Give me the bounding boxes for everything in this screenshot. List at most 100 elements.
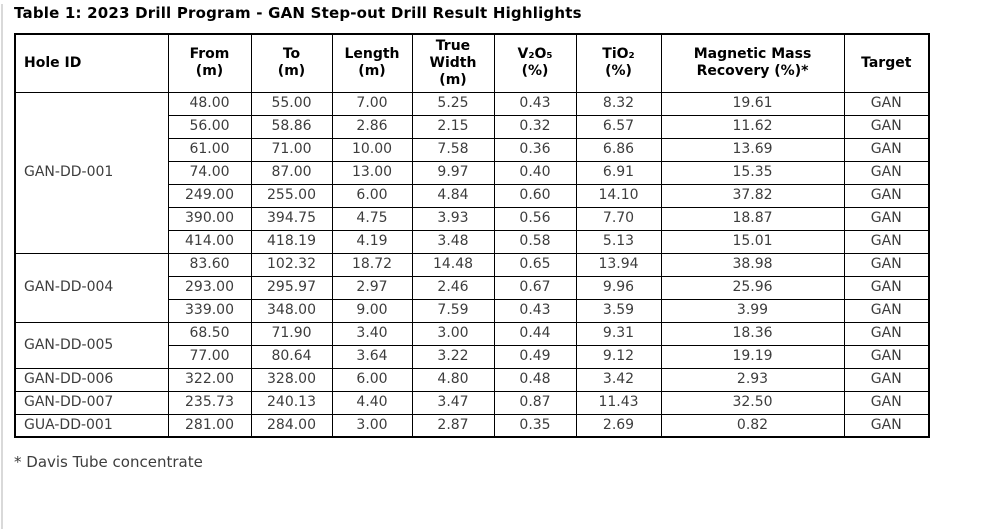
data-cell-true-width-m: 9.97 — [411, 160, 495, 185]
data-cell-length-m: 3.00 — [331, 413, 413, 438]
data-cell-from-m: 235.73 — [167, 390, 252, 415]
data-cell-from-m: 390.00 — [167, 206, 252, 231]
data-cell-magnetic-mass-recovery: 3.99 — [660, 298, 845, 323]
table-row: 74.00 87.00 13.00 9.97 0.40 6.91 15.35 GAN — [15, 160, 930, 185]
data-cell-v2o5-pct: 0.32 — [493, 114, 577, 139]
table-row: 61.00 71.00 10.00 7.58 0.36 6.86 13.69 GAN — [15, 137, 930, 162]
data-cell-to-m: 284.00 — [250, 413, 333, 438]
data-cell-to-m: 240.13 — [250, 390, 333, 415]
hole-id-cell: GAN-DD-004 — [14, 252, 169, 323]
data-cell-length-m: 3.40 — [331, 321, 413, 346]
data-cell-to-m: 418.19 — [250, 229, 333, 254]
data-cell-v2o5-pct: 0.49 — [493, 344, 577, 369]
data-cell-v2o5-pct: 0.36 — [493, 137, 577, 162]
data-cell-v2o5-pct: 0.67 — [493, 275, 577, 300]
data-cell-true-width-m: 3.47 — [411, 390, 495, 415]
data-cell-from-m: 249.00 — [167, 183, 252, 208]
data-cell-true-width-m: 14.48 — [411, 252, 495, 277]
data-cell-magnetic-mass-recovery: 15.01 — [660, 229, 845, 254]
data-cell-tio2-pct: 7.70 — [575, 206, 662, 231]
data-cell-magnetic-mass-recovery: 19.61 — [660, 91, 845, 116]
data-cell-true-width-m: 7.59 — [411, 298, 495, 323]
data-cell-true-width-m: 5.25 — [411, 91, 495, 116]
data-cell-true-width-m: 4.80 — [411, 367, 495, 392]
table-row: GAN-DD-004 83.60 102.32 18.72 14.48 0.65 13.94… — [14, 252, 930, 323]
data-cell-tio2-pct: 5.13 — [575, 229, 662, 254]
data-cell-from-m: 339.00 — [167, 298, 252, 323]
data-cell-v2o5-pct: 0.43 — [493, 91, 577, 116]
data-cell-from-m: 56.00 — [167, 114, 252, 139]
hole-id-cell: GAN-DD-006 — [14, 367, 169, 392]
data-cell-true-width-m: 4.84 — [411, 183, 495, 208]
data-cell-magnetic-mass-recovery: 37.82 — [660, 183, 845, 208]
footnote-davis-tube: * Davis Tube concentrate — [14, 453, 203, 471]
hole-id-cell: GAN-DD-007 — [14, 390, 169, 415]
table-row: GUA-DD-001 281.00 284.00 3.00 2.87 0.35 2.69 0.… — [14, 413, 930, 438]
data-cell-true-width-m: 2.15 — [411, 114, 495, 139]
data-cell-from-m: 48.00 — [167, 91, 252, 116]
data-cell-v2o5-pct: 0.56 — [493, 206, 577, 231]
data-cell-tio2-pct: 11.43 — [575, 390, 662, 415]
target-cell: GAN — [843, 344, 930, 369]
data-cell-true-width-m: 3.22 — [411, 344, 495, 369]
table-row: 249.00 255.00 6.00 4.84 0.60 14.10 37.82 GAN — [15, 183, 930, 208]
data-cell-to-m: 71.90 — [250, 321, 333, 346]
target-cell: GAN — [843, 367, 930, 392]
data-cell-magnetic-mass-recovery: 2.93 — [660, 367, 845, 392]
data-cell-magnetic-mass-recovery: 25.96 — [660, 275, 845, 300]
data-cell-length-m: 3.64 — [331, 344, 413, 369]
data-cell-length-m: 13.00 — [331, 160, 413, 185]
header-cell-tio2-pct: TiO₂ (%) — [575, 33, 662, 93]
target-cell: GAN — [843, 160, 930, 185]
header-cell-target: Target — [843, 33, 930, 93]
hole-id-cell: GAN-DD-005 — [14, 321, 169, 369]
target-cell: GAN — [843, 206, 930, 231]
data-cell-from-m: 74.00 — [167, 160, 252, 185]
data-cell-length-m: 9.00 — [331, 298, 413, 323]
header-cell-from-m: From (m) — [167, 33, 252, 93]
header-cell-to-m: To (m) — [250, 33, 333, 93]
data-cell-tio2-pct: 9.12 — [575, 344, 662, 369]
data-cell-tio2-pct: 2.69 — [575, 413, 662, 438]
data-cell-length-m: 4.75 — [331, 206, 413, 231]
data-cell-true-width-m: 2.46 — [411, 275, 495, 300]
header-cell-v2o5-pct: V₂O₅ (%) — [493, 33, 577, 93]
data-cell-v2o5-pct: 0.43 — [493, 298, 577, 323]
table-header-row: Hole ID From (m) To (m) Length (m) True Widt… — [14, 33, 930, 93]
data-cell-length-m: 7.00 — [331, 91, 413, 116]
target-cell: GAN — [843, 275, 930, 300]
data-cell-tio2-pct: 14.10 — [575, 183, 662, 208]
data-cell-to-m: 348.00 — [250, 298, 333, 323]
data-cell-tio2-pct: 9.31 — [575, 321, 662, 346]
data-cell-v2o5-pct: 0.58 — [493, 229, 577, 254]
table-row: GAN-DD-001 48.00 55.00 7.00 5.25 0.43 8.32 19.6… — [14, 91, 930, 254]
data-cell-from-m: 281.00 — [167, 413, 252, 438]
data-cell-v2o5-pct: 0.48 — [493, 367, 577, 392]
data-cell-true-width-m: 3.93 — [411, 206, 495, 231]
data-cell-to-m: 255.00 — [250, 183, 333, 208]
target-cell: GAN — [843, 252, 930, 277]
data-cell-magnetic-mass-recovery: 38.98 — [660, 252, 845, 277]
header-cell-length-m: Length (m) — [331, 33, 413, 93]
hole-id-cell: GUA-DD-001 — [14, 413, 169, 438]
data-cell-to-m: 394.75 — [250, 206, 333, 231]
data-cell-to-m: 55.00 — [250, 91, 333, 116]
data-cell-magnetic-mass-recovery: 32.50 — [660, 390, 845, 415]
data-cell-length-m: 2.86 — [331, 114, 413, 139]
data-cell-magnetic-mass-recovery: 0.82 — [660, 413, 845, 438]
data-cell-v2o5-pct: 0.44 — [493, 321, 577, 346]
target-cell: GAN — [843, 298, 930, 323]
data-cell-tio2-pct: 8.32 — [575, 91, 662, 116]
table-row: GAN-DD-006 322.00 328.00 6.00 4.80 0.48 3.42 2.… — [14, 367, 930, 392]
hole-id-cell: GAN-DD-001 — [14, 91, 169, 254]
data-cell-tio2-pct: 6.57 — [575, 114, 662, 139]
data-cell-to-m: 295.97 — [250, 275, 333, 300]
data-cell-length-m: 2.97 — [331, 275, 413, 300]
data-cell-magnetic-mass-recovery: 11.62 — [660, 114, 845, 139]
data-cell-from-m: 77.00 — [167, 344, 252, 369]
table-row: 56.00 58.86 2.86 2.15 0.32 6.57 11.62 GAN — [15, 114, 930, 139]
data-cell-magnetic-mass-recovery: 18.87 — [660, 206, 845, 231]
header-cell-hole-id: Hole ID — [14, 33, 169, 93]
data-cell-to-m: 87.00 — [250, 160, 333, 185]
target-cell: GAN — [843, 229, 930, 254]
